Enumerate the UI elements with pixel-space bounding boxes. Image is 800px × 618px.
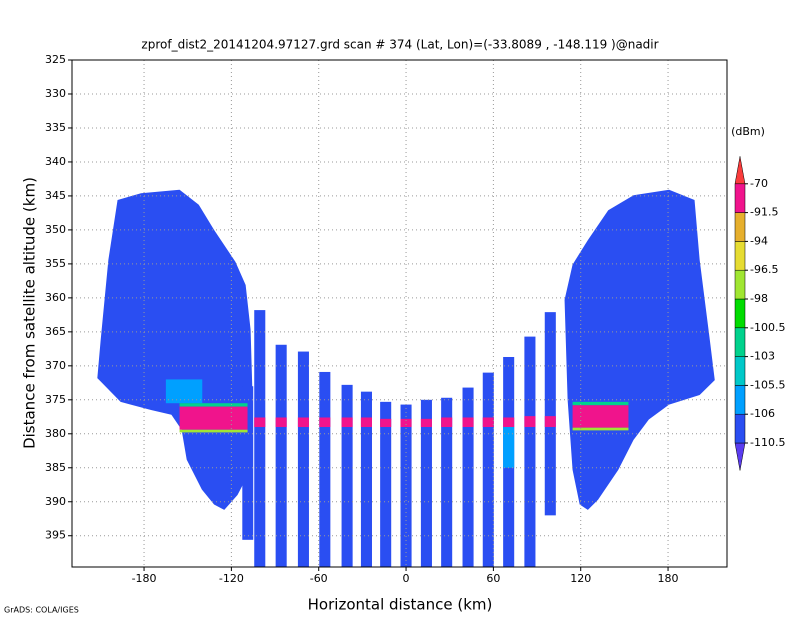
y-tick-label: 365 — [45, 325, 66, 338]
cell — [544, 416, 556, 427]
cell — [400, 418, 412, 427]
colorbar-segment — [734, 269, 746, 300]
cell — [544, 312, 556, 516]
colorbar-segment — [734, 356, 746, 386]
cell — [380, 418, 392, 427]
x-tick-label: -120 — [219, 572, 244, 585]
swath — [97, 189, 253, 510]
cell — [503, 426, 515, 468]
colorbar-label: (dBm) — [731, 125, 765, 138]
colorbar-segment — [734, 298, 746, 329]
cell — [297, 351, 309, 567]
cell — [179, 429, 248, 433]
colorbar-label: -105.5 — [750, 378, 785, 391]
cell — [254, 310, 266, 567]
cell — [341, 384, 353, 567]
x-tick-label: 0 — [403, 572, 410, 585]
cell — [572, 401, 629, 406]
colorbar-label: -96.5 — [750, 263, 778, 276]
cell — [319, 371, 331, 567]
y-tick-label: 335 — [45, 121, 66, 134]
colorbar-segment — [734, 156, 746, 185]
cell — [179, 406, 248, 430]
chart-title: zprof_dist2_20141204.97127.grd scan # 37… — [141, 38, 658, 52]
x-tick-label: 180 — [658, 572, 679, 585]
footer: GrADS: COLA/IGES — [4, 606, 79, 615]
cell — [420, 399, 432, 567]
x-axis-label: Horizontal distance (km) — [308, 596, 493, 614]
cell — [275, 344, 287, 567]
cell — [297, 417, 309, 427]
x-tick-label: -180 — [132, 572, 157, 585]
colorbar-segment — [734, 212, 746, 242]
colorbar-segment — [734, 413, 746, 444]
colorbar-label: -70 — [750, 177, 768, 190]
cell — [462, 417, 474, 427]
cell — [482, 417, 494, 427]
y-tick-label: 370 — [45, 359, 66, 372]
cell — [400, 404, 412, 567]
plot-frame — [71, 59, 728, 568]
swath — [564, 189, 715, 510]
cell — [242, 386, 254, 540]
colorbar-label: -100.5 — [750, 321, 785, 334]
cell — [341, 417, 353, 427]
cell — [482, 372, 494, 567]
colorbar-label: -110.5 — [750, 436, 785, 449]
x-tick-label: -60 — [310, 572, 328, 585]
cell — [441, 397, 453, 567]
y-tick-label: 345 — [45, 189, 66, 202]
y-tick-label: 380 — [45, 427, 66, 440]
y-tick-label: 340 — [45, 155, 66, 168]
cell — [572, 405, 629, 428]
colorbar-label: -106 — [750, 407, 775, 420]
y-tick-label: 330 — [45, 87, 66, 100]
colorbar-segment — [734, 183, 746, 213]
colorbar-segment — [734, 241, 746, 271]
y-tick-label: 325 — [45, 53, 66, 66]
y-tick-label: 360 — [45, 291, 66, 304]
colorbar-segment — [734, 385, 746, 415]
cell — [254, 417, 266, 427]
colorbar-label: -98 — [750, 292, 768, 305]
y-axis-label: Distance from satellite altitude (km) — [21, 177, 39, 449]
y-tick-label: 385 — [45, 461, 66, 474]
colorbar-label: -103 — [750, 350, 775, 363]
y-tick-label: 395 — [45, 529, 66, 542]
cell — [462, 387, 474, 567]
x-tick-label: 60 — [486, 572, 500, 585]
colorbar-label: -91.5 — [750, 206, 778, 219]
cell — [420, 418, 432, 427]
cell — [179, 403, 248, 407]
y-tick-label: 375 — [45, 393, 66, 406]
y-tick-label: 355 — [45, 257, 66, 270]
y-tick-label: 390 — [45, 495, 66, 508]
colorbar-label: -94 — [750, 234, 768, 247]
colorbar-segment — [734, 327, 746, 357]
cell — [524, 416, 536, 427]
cell — [524, 336, 536, 567]
cell — [572, 427, 629, 431]
cell — [380, 401, 392, 567]
x-tick-label: 120 — [570, 572, 591, 585]
cell — [165, 379, 203, 404]
colorbar-segment — [734, 442, 746, 471]
cell — [319, 417, 331, 427]
cell — [503, 417, 515, 427]
y-tick-label: 350 — [45, 223, 66, 236]
cell — [360, 391, 372, 567]
cell — [441, 417, 453, 427]
cell — [360, 417, 372, 427]
cell — [275, 417, 287, 427]
